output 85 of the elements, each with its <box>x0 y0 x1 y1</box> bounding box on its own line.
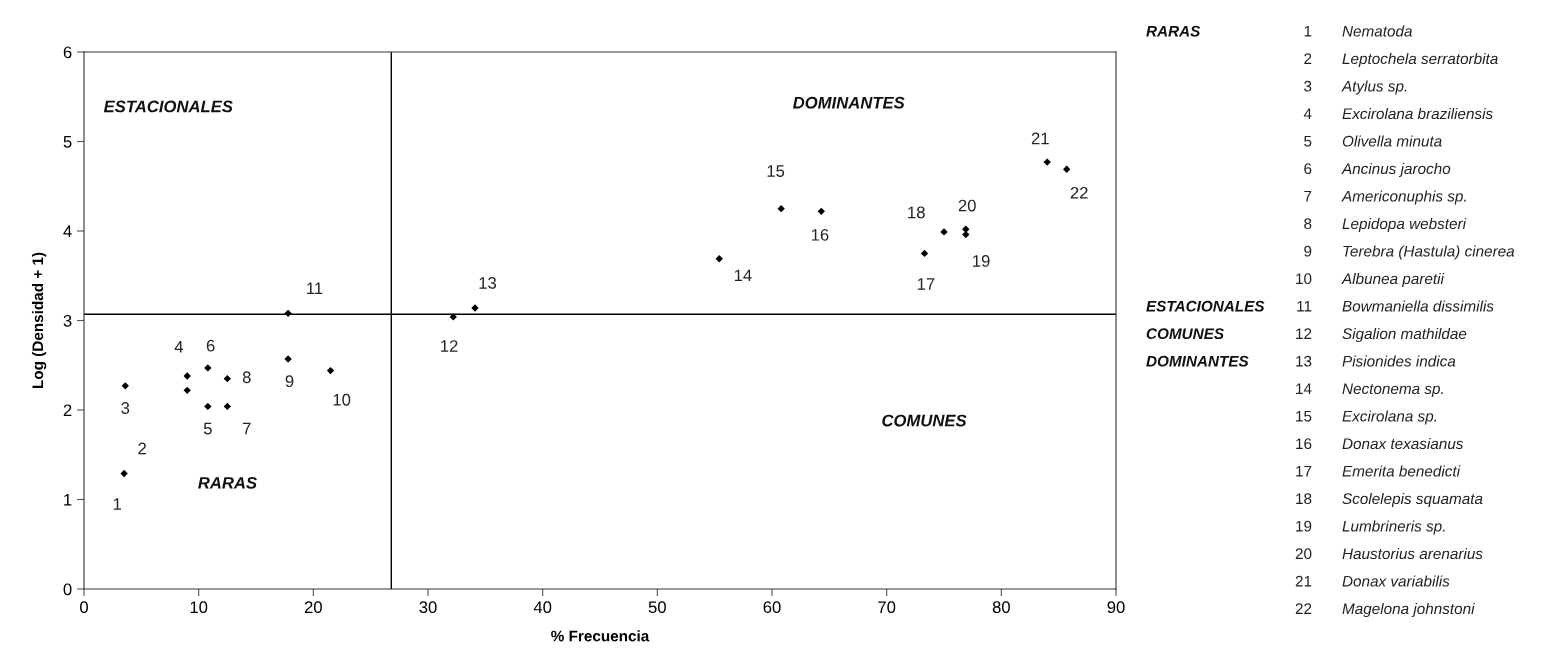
text: 18 Scolelepis squamata <box>1296 492 1483 508</box>
x-tick-label: 50 <box>648 601 666 614</box>
annotation: 22 <box>1070 186 1088 199</box>
y-tick-label: 1 <box>64 494 72 506</box>
annotation: 15 <box>767 165 785 177</box>
annotation: 5 <box>203 422 212 435</box>
point <box>326 366 335 375</box>
annotation: RARAS <box>198 476 257 489</box>
x-tick-label: 80 <box>992 601 1010 614</box>
point <box>284 309 292 318</box>
text: 20 Haustorius arenarius <box>1295 547 1483 560</box>
x-tick-label: 70 <box>878 601 896 614</box>
point <box>121 382 129 390</box>
point <box>120 469 128 478</box>
text: 21 Donax variabilis <box>1295 575 1450 587</box>
annotation: 21 <box>1031 132 1049 145</box>
point <box>920 249 929 258</box>
annotation: 14 <box>734 269 752 282</box>
x-tick-label: 90 <box>1107 601 1125 614</box>
annotation: 13 <box>479 277 497 289</box>
annotation: 4 <box>174 341 184 353</box>
x-tick-label: 10 <box>190 601 208 614</box>
x-tick-label: 40 <box>533 601 552 614</box>
annotation: 12 <box>441 340 458 352</box>
text: 10 Albunea paretii <box>1296 272 1445 288</box>
text: 5 Olivella minuta <box>1304 135 1442 147</box>
x-tick-label: 60 <box>763 601 781 614</box>
y-tick-label: 4 <box>63 225 72 238</box>
annotation: DOMINANTES <box>792 96 905 109</box>
annotation: 7 <box>243 422 251 435</box>
x-tick-label: 0 <box>80 601 88 614</box>
text: 4 Excirolana braziliensis <box>1303 107 1493 120</box>
point <box>715 255 723 263</box>
text: 17 Emerita benedicti <box>1296 465 1461 477</box>
text: 7 Americonuphis sp. <box>1304 190 1466 205</box>
text: 8 Lepidopa websteri <box>1304 217 1467 233</box>
y-axis-title: Log (Densidad + 1) <box>31 252 47 389</box>
x-axis-title: % Frecuencia <box>551 630 650 642</box>
annotation: 19 <box>973 255 990 267</box>
y-tick-label: 2 <box>63 404 72 417</box>
text: 13 Pisionides indica <box>1296 355 1456 367</box>
point <box>817 207 825 215</box>
text: 9 Terebra (Hastula) cinerea <box>1304 245 1515 260</box>
y-tick-label: 3 <box>63 314 72 327</box>
x-tick-label: 20 <box>304 601 322 614</box>
point <box>223 375 232 383</box>
annotation: 3 <box>121 402 130 414</box>
y-tick-label: 5 <box>63 136 72 148</box>
annotation: 8 <box>242 371 251 384</box>
annotation: 20 <box>958 199 976 212</box>
text: 12 Sigalion mathildae <box>1296 327 1467 343</box>
annotation: 9 <box>285 375 294 388</box>
point <box>777 204 785 213</box>
annotation: 17 <box>917 278 935 290</box>
text: 19 Lumbrineris sp. <box>1296 520 1445 535</box>
text: 16 Donax texasianus <box>1296 437 1464 450</box>
text: 14 Nectonema sp. <box>1296 383 1443 398</box>
annotation: 6 <box>206 339 215 352</box>
point <box>183 386 191 394</box>
annotation: 16 <box>811 228 829 241</box>
x-tick-label: 30 <box>419 601 437 614</box>
annotation: 18 <box>908 206 925 219</box>
text: DOMINANTES <box>1146 355 1249 367</box>
text: 15 Excirolana sp. <box>1296 410 1437 425</box>
annotation: 2 <box>138 442 146 455</box>
text: 22 Magelona johnstoni <box>1295 602 1475 618</box>
text: 2 Leptochela serratorbita <box>1304 52 1498 68</box>
text: 1 Nematoda <box>1304 25 1412 37</box>
text: RARAS <box>1146 25 1201 37</box>
text: 3 Atylus sp. <box>1304 80 1407 95</box>
text: COMUNES <box>1146 328 1224 340</box>
y-tick-label: 0 <box>63 583 72 596</box>
annotation: ESTACIONALES <box>103 100 233 113</box>
annotation: 10 <box>333 393 351 406</box>
text: 11 Bowmaniella dissimilis <box>1297 300 1494 312</box>
annotation: 11 <box>307 282 323 295</box>
point <box>204 402 212 411</box>
point <box>223 402 232 411</box>
annotation: COMUNES <box>882 414 967 427</box>
y-tick-label: 6 <box>63 46 72 59</box>
annotation: 1 <box>113 498 122 510</box>
point <box>1063 165 1071 173</box>
point <box>962 225 970 233</box>
text: 6 Ancinus jarocho <box>1304 162 1451 178</box>
text: ESTACIONALES <box>1146 300 1265 312</box>
